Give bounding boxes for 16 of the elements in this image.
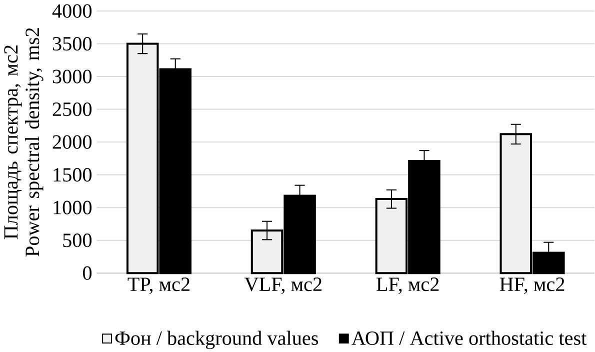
y-axis-title: Площадь спектра, мс2 Power spectral density, ms2 [4, 28, 44, 257]
y-tick-label: 2500 [52, 102, 92, 116]
x-tick-label: LF, мс2 [376, 278, 439, 294]
legend-label: Фон / background values [115, 330, 318, 350]
y-tick-label: 3000 [52, 70, 92, 84]
x-tick-label: TP, мс2 [128, 278, 190, 294]
y-tick-label: 1000 [54, 200, 92, 215]
x-tick-label: HF, мс2 [500, 278, 564, 294]
y-tick-label: 4000 [52, 4, 92, 18]
y-tick-label: 2000 [52, 135, 92, 149]
y-tick-label: 3500 [52, 37, 92, 51]
legend-label: АОП / Active orthostatic test [352, 330, 587, 346]
y-tick-label: 0 [82, 266, 92, 280]
y-tick-label: 500 [63, 234, 92, 248]
y-tick-label: 1500 [54, 168, 92, 182]
x-tick-label: VLF, мс2 [244, 278, 322, 294]
